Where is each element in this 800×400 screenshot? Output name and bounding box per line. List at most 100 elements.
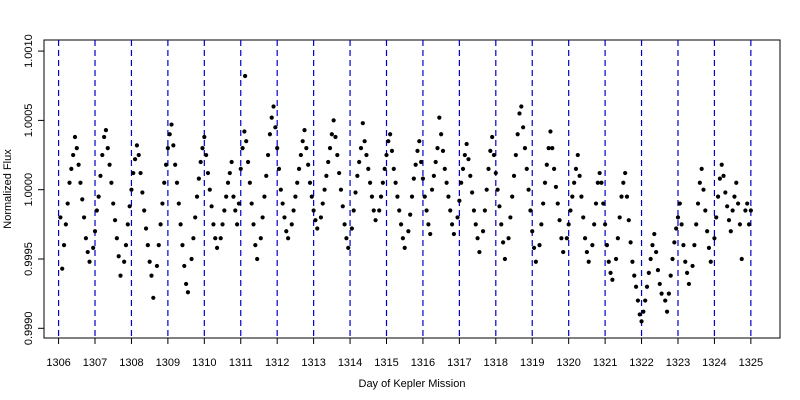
data-point-102 [251, 222, 256, 227]
data-point-214 [468, 173, 473, 178]
data-point-61 [174, 180, 180, 185]
data-point-82 [214, 245, 220, 251]
data-point-53 [160, 201, 165, 206]
data-point-228 [495, 187, 500, 192]
data-point-153 [351, 208, 356, 213]
data-point-306 [646, 270, 651, 275]
data-point-149 [342, 222, 347, 227]
data-point-20 [96, 194, 101, 199]
data-point-346 [725, 204, 730, 209]
x-tick-label-6: 1312 [265, 357, 289, 369]
data-point-297 [630, 259, 635, 264]
data-point-177 [397, 208, 402, 213]
data-point-334 [701, 187, 706, 192]
data-point-2 [61, 243, 67, 248]
data-point-189 [420, 176, 426, 181]
data-point-70 [193, 215, 198, 220]
data-point-159 [362, 139, 367, 144]
data-point-324 [681, 243, 686, 248]
x-tick-label-15: 1321 [593, 357, 617, 369]
data-point-309 [652, 231, 657, 237]
data-point-27 [109, 180, 114, 185]
data-points [58, 73, 753, 324]
data-point-249 [537, 243, 542, 248]
data-point-271 [579, 194, 584, 199]
data-point-148 [340, 204, 345, 209]
data-point-264 [566, 222, 571, 227]
data-point-93 [236, 201, 242, 206]
data-point-329 [692, 243, 697, 248]
data-point-234 [508, 215, 513, 220]
data-point-79 [209, 204, 214, 209]
data-point-168 [380, 180, 385, 185]
data-point-331 [695, 201, 701, 206]
data-point-314 [663, 298, 668, 303]
data-point-50 [154, 263, 160, 269]
x-axis-title: Day of Kepler Mission [359, 378, 466, 390]
data-point-186 [415, 148, 420, 153]
data-point-44 [142, 208, 147, 213]
data-point-81 [213, 236, 218, 241]
data-point-18 [92, 229, 98, 234]
data-point-283 [603, 222, 608, 227]
data-point-131 [307, 180, 313, 185]
x-tick-label-8: 1314 [338, 357, 362, 369]
data-point-255 [548, 129, 553, 134]
data-point-301 [637, 312, 642, 317]
data-point-69 [191, 236, 196, 241]
data-point-88 [227, 170, 232, 176]
x-axis: 1306 1307 1308 1309 1310 1311 1312 1313 1314 1315… [46, 337, 763, 369]
data-point-351 [734, 180, 739, 185]
data-point-8 [72, 134, 78, 140]
data-point-269 [575, 152, 580, 158]
data-point-59 [171, 143, 176, 148]
data-point-225 [490, 134, 495, 140]
data-point-279 [595, 180, 600, 185]
data-point-299 [633, 284, 639, 289]
data-point-26 [107, 162, 112, 167]
data-point-312 [657, 281, 662, 287]
data-point-311 [655, 267, 661, 273]
data-point-263 [564, 236, 569, 241]
data-point-111 [269, 115, 274, 120]
data-point-126 [298, 152, 303, 158]
data-point-226 [491, 152, 497, 158]
y-tick-label-1: 0.9995 [23, 242, 35, 276]
data-point-62 [176, 201, 181, 206]
data-point-39 [132, 157, 138, 162]
data-point-22 [100, 152, 105, 158]
data-point-140 [326, 159, 331, 165]
data-point-144 [333, 134, 338, 140]
x-tick-label-11: 1317 [447, 357, 471, 369]
x-tick-label-16: 1322 [629, 357, 653, 369]
data-point-345 [723, 190, 728, 195]
data-point-134 [313, 218, 318, 223]
y-tick-label-4: 1.0010 [23, 34, 35, 68]
data-point-221 [482, 208, 487, 213]
data-point-163 [369, 194, 375, 199]
data-point-252 [542, 180, 548, 185]
data-point-287 [610, 277, 615, 282]
data-point-176 [395, 194, 400, 199]
data-point-208 [457, 198, 462, 203]
data-point-47 [147, 259, 152, 264]
data-point-239 [517, 111, 522, 116]
data-point-33 [122, 259, 127, 264]
data-point-74 [200, 146, 205, 151]
x-tick-label-19: 1325 [739, 357, 763, 369]
data-point-155 [355, 173, 360, 178]
data-point-32 [118, 273, 123, 278]
data-point-245 [528, 208, 533, 213]
data-point-9 [74, 146, 79, 151]
data-point-247 [531, 245, 537, 251]
data-point-109 [265, 152, 271, 158]
data-point-202 [444, 180, 449, 185]
data-point-339 [712, 236, 717, 241]
data-point-115 [276, 166, 282, 172]
data-point-250 [539, 222, 544, 227]
data-point-206 [451, 231, 457, 237]
data-point-15 [85, 249, 90, 255]
data-point-240 [519, 104, 524, 109]
data-point-101 [249, 201, 254, 206]
